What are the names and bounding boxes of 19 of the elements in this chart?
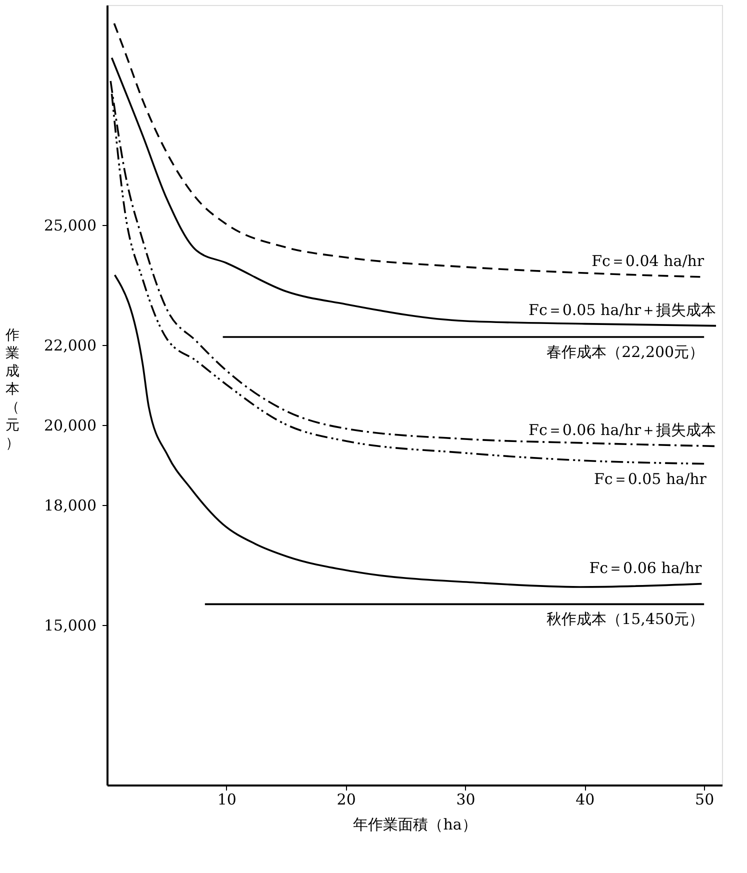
series-label: Fc＝0.04 ha/hr [592, 252, 705, 270]
x-tick-label: 40 [576, 790, 595, 808]
series-label: 秋作成本（15,450元） [546, 610, 704, 628]
y-tick-label: 18,000 [44, 496, 96, 514]
series-label: Fc＝0.06 ha/hr＋損失成本 [528, 421, 716, 440]
y-tick-label: 15,000 [44, 616, 96, 634]
x-tick-label: 10 [217, 790, 236, 808]
series-label: 春作成本（22,200元） [546, 343, 704, 361]
x-tick-label: 50 [695, 790, 714, 808]
x-tick-label: 30 [456, 790, 476, 808]
series-label: Fc＝0.05 ha/hr＋損失成本 [528, 300, 716, 319]
series-label: Fc＝0.05 ha/hr [594, 470, 708, 488]
y-tick-label: 20,000 [44, 416, 96, 434]
x-tick-label: 20 [336, 790, 356, 808]
y-tick-label: 25,000 [44, 216, 96, 234]
series-label: Fc＝0.06 ha/hr [589, 558, 703, 577]
y-tick-label: 22,000 [44, 336, 96, 354]
y-axis-title: 作業成本（元） [4, 328, 20, 452]
x-axis-title: 年作業面積（ha） [353, 816, 477, 834]
